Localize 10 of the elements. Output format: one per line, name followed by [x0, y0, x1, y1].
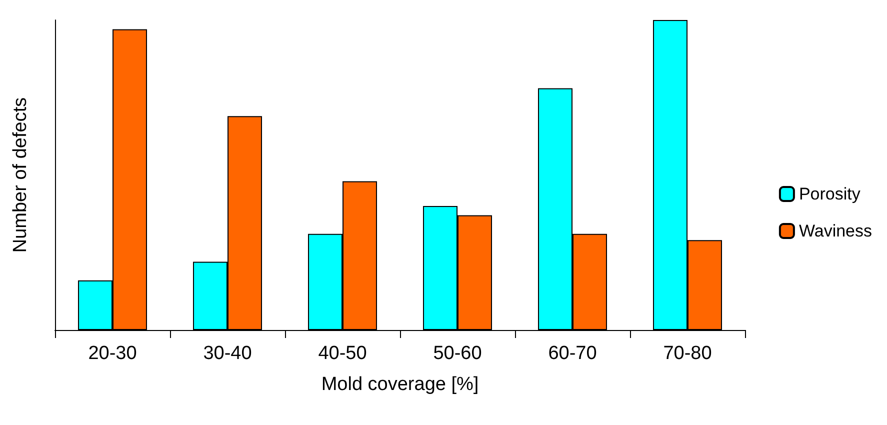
x-tick-label: 50-60	[433, 343, 482, 364]
x-tick-label: 20-30	[88, 343, 137, 364]
legend-label: Waviness	[798, 222, 872, 240]
x-axis-title: Mold coverage [%]	[321, 374, 479, 395]
x-tick-label: 60-70	[548, 343, 597, 364]
x-tick-label: 30-40	[203, 343, 252, 364]
y-axis-title: Number of defects	[10, 97, 31, 253]
x-tick-label: 40-50	[318, 343, 367, 364]
x-tick-label: 70-80	[663, 343, 712, 364]
legend-label: Porosity	[798, 184, 861, 204]
